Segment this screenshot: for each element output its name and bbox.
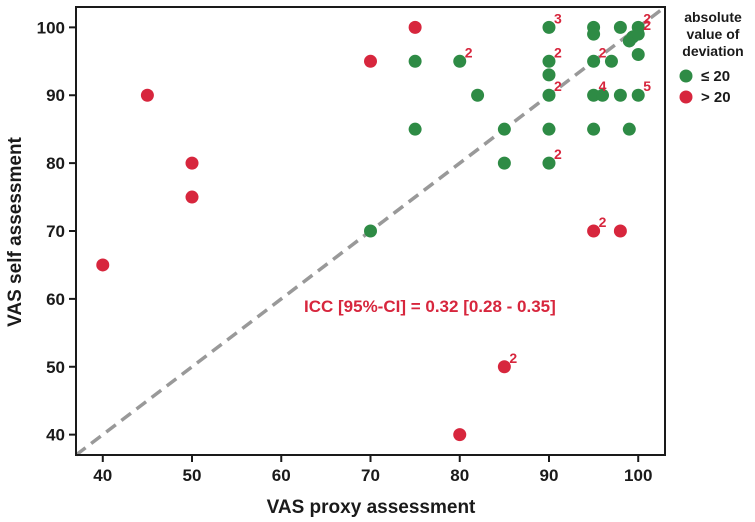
point-green-6 (497, 156, 511, 170)
count-label-green-15: 2 (599, 44, 607, 60)
y-tick-label-70: 70 (46, 222, 65, 241)
point-green-12 (542, 156, 556, 170)
x-tick-label-70: 70 (361, 466, 380, 485)
legend-label-red: > 20 (701, 89, 731, 106)
point-green-21 (613, 88, 627, 102)
legend-marker-red (679, 90, 693, 104)
point-green-10 (542, 88, 556, 102)
count-label-green-25: 2 (643, 10, 651, 26)
point-red-4 (364, 54, 377, 68)
point-red-3 (185, 190, 199, 204)
point-green-1 (408, 54, 422, 68)
axes: 40 50 60 70 80 90 100 40 50 60 70 80 90 100 (37, 6, 666, 485)
count-label-red-8: 2 (599, 214, 607, 230)
legend-label-green: ≤ 20 (701, 68, 730, 85)
y-tick-label-80: 80 (46, 154, 65, 173)
y-tick-label-60: 60 (46, 290, 65, 309)
point-green-18 (596, 88, 610, 102)
count-label-green-26: 2 (643, 17, 651, 33)
legend-title-line-2: value of (687, 26, 740, 42)
point-green-0 (364, 224, 377, 238)
y-tick-label-90: 90 (46, 86, 65, 105)
point-green-16 (587, 88, 601, 102)
point-green-26 (631, 27, 645, 41)
point-red-6 (453, 428, 467, 442)
point-green-23 (622, 122, 636, 136)
point-red-0 (96, 258, 110, 272)
x-tick-label-40: 40 (93, 466, 112, 485)
count-label-green-10: 2 (554, 78, 562, 94)
point-green-7 (542, 20, 556, 34)
point-green-3 (453, 54, 467, 68)
point-red-9 (613, 224, 627, 238)
count-label-green-28: 5 (643, 78, 651, 94)
legend-title-line-3: deviation (682, 43, 743, 59)
point-green-14 (587, 27, 601, 41)
count-label-green-3: 2 (465, 44, 473, 60)
legend: absolute value of deviation ≤ 20 > 20 (679, 9, 744, 106)
count-label-green-12: 2 (554, 146, 562, 162)
point-red-1 (140, 88, 154, 102)
point-green-17 (587, 122, 601, 136)
y-tick-label-100: 100 (37, 18, 65, 37)
x-tick-label-80: 80 (450, 466, 469, 485)
point-green-5 (497, 122, 511, 136)
point-green-15 (587, 54, 601, 68)
icc-annotation: ICC [95%-CI] = 0.32 [0.28 - 0.35] (304, 297, 556, 316)
point-green-28 (631, 88, 645, 102)
y-tick-label-50: 50 (46, 358, 65, 377)
point-green-27 (631, 48, 645, 62)
legend-title-line-1: absolute (684, 9, 742, 25)
y-axis-title: VAS self assessment (5, 136, 26, 326)
point-green-19 (604, 54, 618, 68)
point-red-5 (408, 20, 422, 34)
y-tick-label-40: 40 (46, 426, 65, 445)
point-green-4 (471, 88, 485, 102)
point-red-2 (185, 156, 199, 170)
point-green-8 (542, 54, 556, 68)
point-green-20 (613, 20, 627, 34)
x-tick-label-60: 60 (272, 466, 291, 485)
count-label-green-7: 3 (554, 10, 562, 26)
point-green-9 (542, 68, 556, 82)
point-red-7 (497, 360, 511, 374)
point-green-11 (542, 122, 556, 136)
x-tick-label-50: 50 (183, 466, 202, 485)
count-label-green-8: 2 (554, 44, 562, 60)
point-red-8 (587, 224, 601, 238)
x-tick-label-100: 100 (624, 466, 652, 485)
count-label-green-16: 4 (599, 78, 607, 94)
point-green-2 (408, 122, 422, 136)
x-axis-title: VAS proxy assessment (267, 497, 476, 518)
legend-marker-green (679, 69, 693, 83)
count-label-red-7: 2 (509, 350, 517, 366)
x-tick-label-90: 90 (540, 466, 559, 485)
